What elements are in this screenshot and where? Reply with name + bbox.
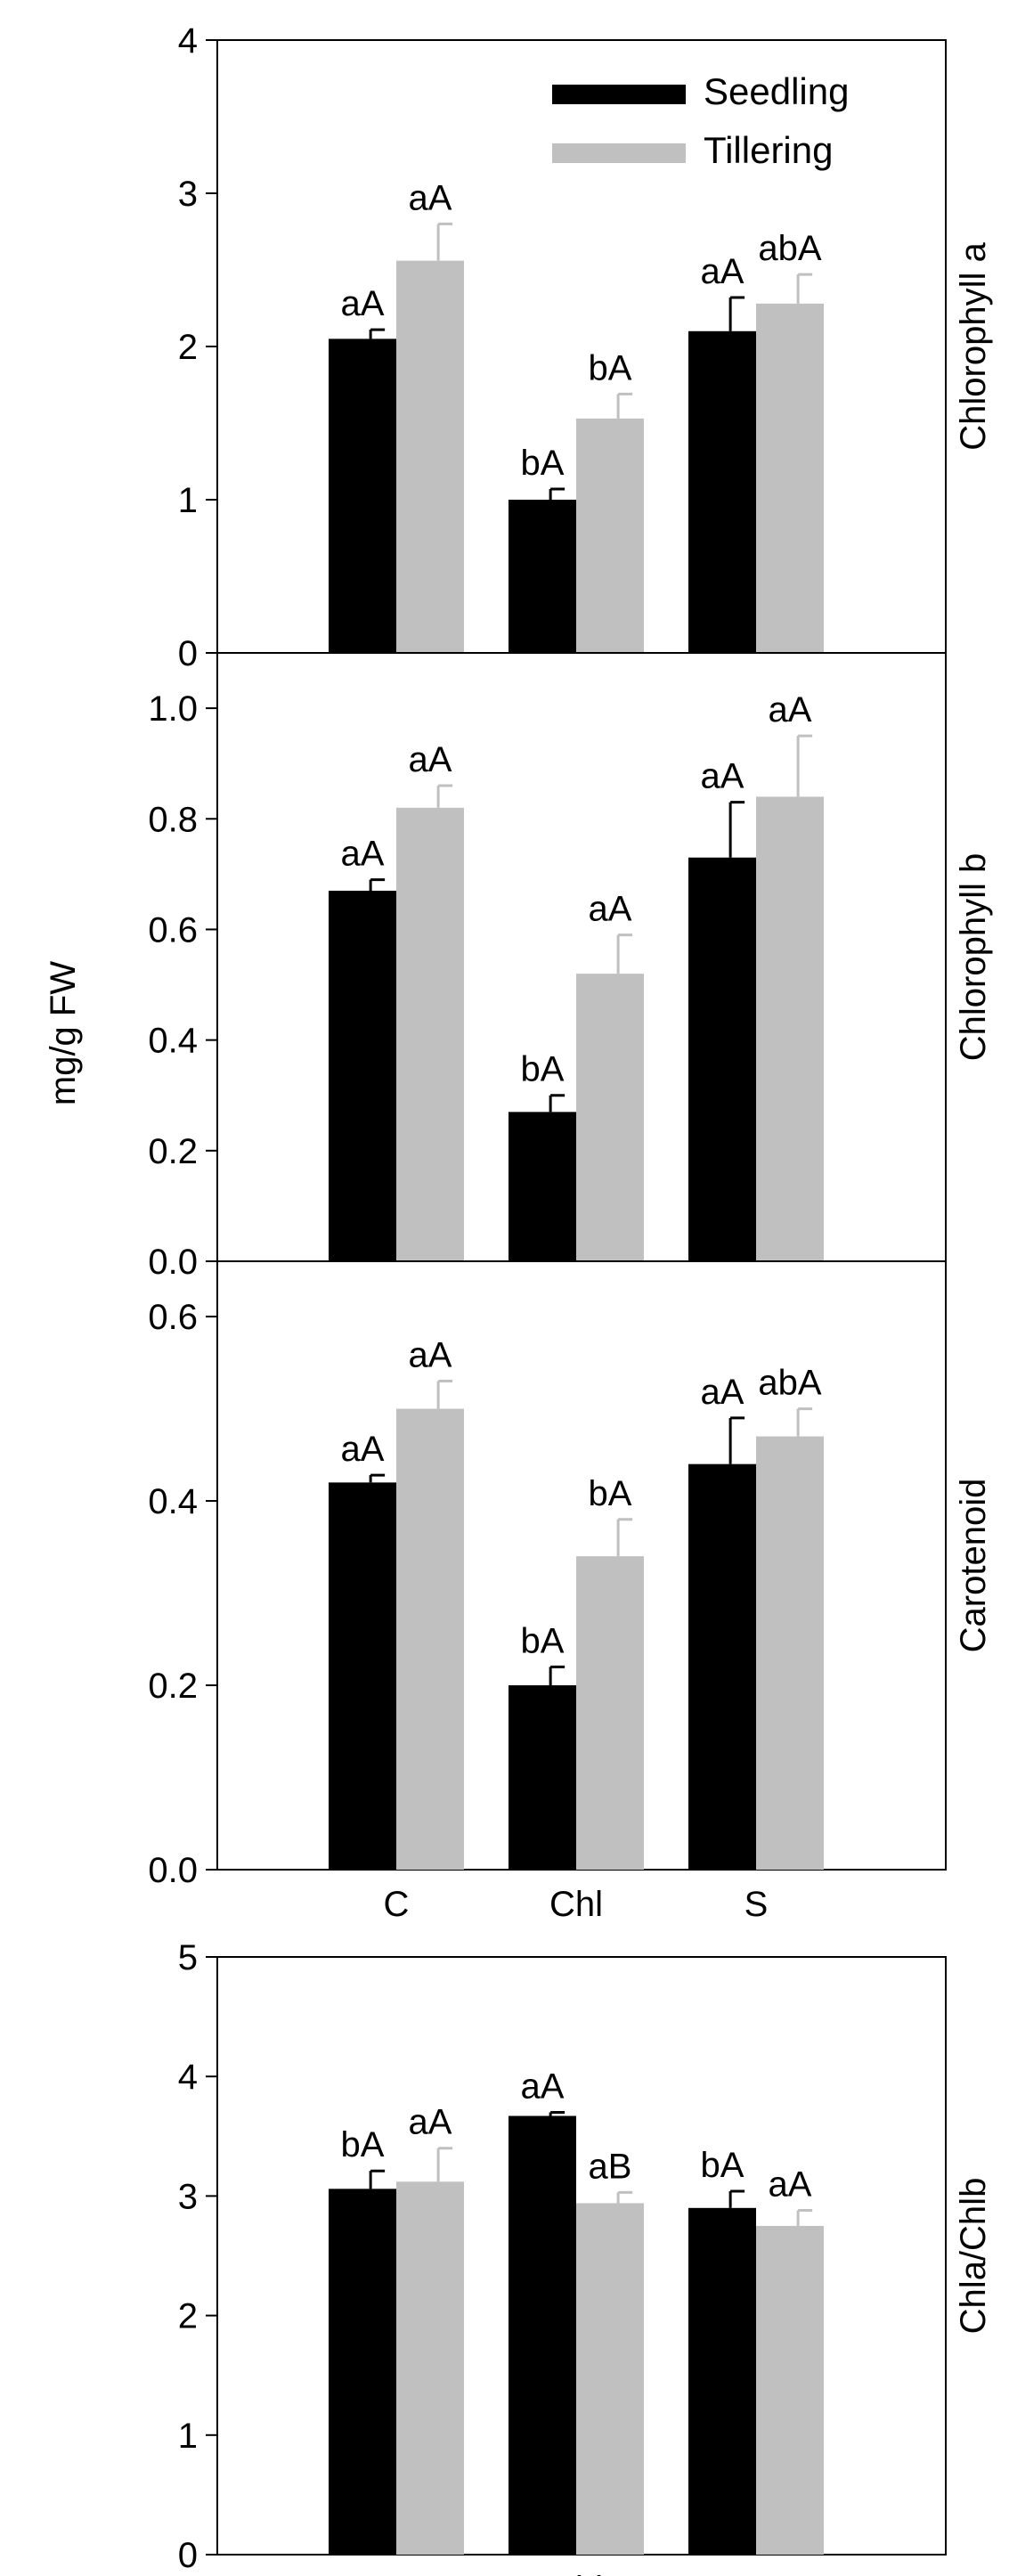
bar-tillering [756,303,824,653]
x-category-label: C [384,2570,410,2576]
x-category-label: S [745,1885,769,1924]
bar-seedling [688,2207,756,2555]
bar-seedling [688,1463,756,1870]
y-tick-label: 0.2 [148,1132,198,1171]
bar-seedling [329,338,396,653]
y-tick-label: 1 [178,481,198,520]
y-tick-label: 4 [178,2058,198,2097]
y-tick-label: 0.2 [148,1667,198,1706]
significance-label: bA [589,348,632,387]
y-tick-label: 0.6 [148,910,198,950]
y-tick-label: 0.0 [148,1243,198,1282]
bar-seedling [329,2189,396,2555]
bar-tillering [576,2203,644,2555]
significance-label: aA [341,284,385,323]
significance-label: bA [701,2146,745,2185]
x-category-label: Chl [549,2570,603,2576]
y-tick-label: 0 [178,2536,198,2575]
significance-label: bA [521,444,565,483]
y-tick-label: 0 [178,634,198,673]
bar-tillering [576,418,644,653]
significance-label: aA [409,2103,452,2142]
panel-label: Chla/Chlb [954,2178,993,2335]
bar-tillering [576,1556,644,1870]
bar-seedling [688,857,756,1261]
x-category-label: Chl [549,1885,603,1924]
bar-tillering [396,1408,464,1870]
significance-label: aA [409,740,452,779]
y-tick-label: 0.6 [148,1298,198,1337]
legend-swatch-tillering [552,143,686,163]
significance-label: aA [521,2067,565,2106]
significance-label: bA [521,1050,565,1089]
y-tick-label: 2 [178,328,198,367]
y-tick-label: 4 [178,21,198,61]
bar-seedling [509,1112,576,1261]
panel-label: Carotenoid [954,1479,993,1653]
significance-label: aA [341,835,385,874]
bar-seedling [329,1482,396,1870]
y-tick-label: 0.4 [148,1022,198,1061]
y-tick-label: 1 [178,2417,198,2456]
significance-label: abA [758,1364,821,1403]
bar-tillering [756,2225,824,2555]
panel-label: Chlorophyll b [954,853,993,1061]
legend-label-seedling: Seedling [704,70,849,112]
significance-label: aA [409,178,452,217]
y-tick-label: 1.0 [148,689,198,729]
panel-2: 0.0 0.2 0.4 0.6 0.8 1.0 aA aA bA aA aA aA Chlorophyl… [148,652,993,1282]
legend-label-tillering: Tillering [704,129,833,171]
bar-tillering [396,807,464,1261]
y-tick-label: 2 [178,2297,198,2336]
bar-seedling [509,1685,576,1870]
bar-tillering [756,796,824,1261]
bar-tillering [396,260,464,653]
y-tick-label: 0.0 [148,1851,198,1890]
significance-label: aA [341,1430,385,1469]
bar-tillering [756,1436,824,1870]
legend-swatch-seedling [552,85,686,104]
panel-label: Chlorophyll a [954,242,993,451]
significance-label: aA [769,690,812,730]
significance-label: abA [758,229,821,268]
panel-1: 0 1 2 3 4 aA aA bA bA aA abA Chlorophyll a Seedling T… [178,21,993,673]
significance-label: bA [589,1474,632,1513]
bar-tillering [576,974,644,1261]
significance-label: aA [701,252,745,291]
bar-seedling [509,2115,576,2555]
shared-y-axis-label: mg/g FW [44,961,83,1105]
significance-label: bA [521,1621,565,1660]
significance-label: aA [589,890,632,929]
significance-label: aA [769,2165,812,2205]
significance-label: aB [589,2147,632,2186]
bar-seedling [509,500,576,653]
y-tick-label: 3 [178,2177,198,2216]
y-tick-label: 0.8 [148,800,198,839]
bar-seedling [329,890,396,1261]
significance-label: aA [701,1373,745,1412]
panel-4: 0 1 2 3 4 5 bA aA CaA aB Chl bA aA S Chla/Chlb [178,1938,993,2576]
bar-tillering [396,2181,464,2555]
x-category-label: C [384,1885,410,1924]
y-tick-label: 3 [178,175,198,214]
significance-label: bA [341,2125,385,2164]
panel-3: 0.0 0.2 0.4 0.6 aA aA CbA bA Chl aA abA S Carotenoid [148,1260,993,1924]
y-tick-label: 0.4 [148,1482,198,1521]
bar-seedling [688,330,756,653]
significance-label: aA [409,1336,452,1375]
y-tick-label: 5 [178,1938,198,1977]
x-category-label: S [745,2570,769,2576]
significance-label: aA [701,757,745,796]
